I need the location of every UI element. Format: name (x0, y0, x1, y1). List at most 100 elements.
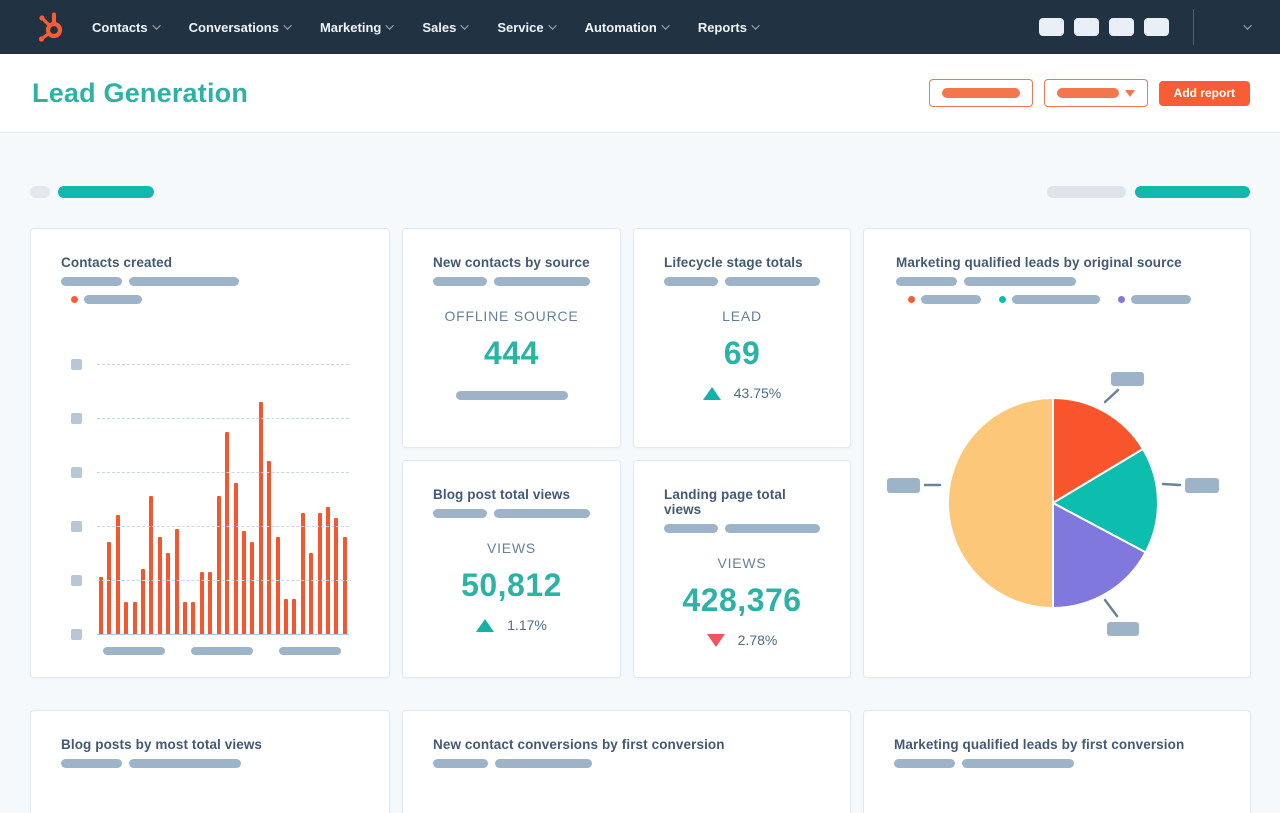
card-mql-by-first-conversion[interactable]: Marketing qualified leads by first conve… (863, 710, 1251, 813)
header-action-button[interactable] (928, 79, 1033, 107)
account-chevron-down-icon[interactable] (1243, 21, 1252, 30)
header-dropdown-button[interactable] (1043, 79, 1148, 107)
bar (208, 571, 213, 634)
card-blog-post-total-views[interactable]: Blog post total views VIEWS 50,812 1.17% (402, 460, 621, 678)
nav-item-label: Service (497, 19, 544, 35)
bar (149, 496, 154, 634)
card-landing-page-total-views[interactable]: Landing page total views VIEWS 428,376 2… (633, 460, 851, 678)
gridline (97, 526, 349, 527)
callout-label-placeholder (1107, 622, 1139, 636)
card-new-contact-conversions[interactable]: New contact conversions by first convers… (402, 710, 851, 813)
sprocket-ring (45, 21, 63, 39)
nav-action-placeholder[interactable] (1144, 18, 1169, 36)
placeholder-bar (61, 277, 122, 286)
delta-value: 1.17% (507, 617, 547, 633)
filter-pill-active[interactable] (1135, 186, 1250, 198)
sprocket-spoke (41, 32, 51, 40)
gridline (97, 580, 349, 581)
nav-item-reports[interactable]: Reports (698, 20, 760, 35)
placeholder-bar (433, 277, 488, 286)
delta-value: 43.75% (733, 385, 782, 401)
y-axis-tick-placeholder (71, 521, 82, 532)
placeholder-bar (724, 277, 820, 286)
card-subtitle-placeholders (896, 277, 1218, 286)
callout-line (1161, 482, 1182, 487)
y-axis-tick-placeholder (71, 575, 82, 586)
metric-label: OFFLINE SOURCE (444, 308, 579, 324)
dashboard-content: Contacts created New contacts by source (0, 133, 1280, 813)
bar (191, 601, 196, 634)
pie-chart-svg (887, 372, 1219, 636)
nav-item-label: Contacts (92, 19, 148, 35)
bar (292, 598, 297, 634)
placeholder-bar (964, 277, 1076, 286)
nav-item-sales[interactable]: Sales (422, 20, 470, 35)
bar (132, 601, 137, 634)
filter-pill[interactable] (1047, 186, 1126, 198)
chevron-down-icon (385, 21, 395, 30)
header-actions: Add report (928, 79, 1250, 107)
gridline (97, 418, 349, 419)
card-new-contacts-by-source[interactable]: New contacts by source OFFLINE SOURCE 44… (402, 228, 621, 448)
y-axis-tick-placeholder (71, 413, 82, 424)
metric-value: 428,376 (682, 582, 802, 618)
placeholder-bar (494, 509, 590, 518)
card-subtitle-placeholders (61, 759, 359, 768)
bar (275, 536, 280, 634)
nav-item-contacts[interactable]: Contacts (92, 20, 161, 35)
pie-slice-orange (1052, 397, 1144, 504)
bar (325, 507, 330, 634)
bar (233, 482, 238, 634)
gridline (97, 472, 349, 473)
gridline (97, 634, 349, 635)
y-axis-tick-placeholder (71, 467, 82, 478)
nav-action-placeholder[interactable] (1039, 18, 1064, 36)
nav-item-service[interactable]: Service (497, 19, 557, 35)
callout-label-placeholder (887, 478, 920, 493)
filter-pill-active[interactable] (58, 186, 154, 198)
bar (317, 512, 322, 634)
button-label-placeholder (941, 88, 1020, 98)
card-blog-posts-by-most-total-views[interactable]: Blog posts by most total views (30, 710, 390, 813)
metric-delta: 2.78% (664, 632, 820, 648)
delta-down-icon (706, 633, 725, 647)
sprocket-spoke (42, 18, 51, 27)
chart-legend[interactable] (71, 295, 359, 304)
card-mql-by-original-source[interactable]: Marketing qualified leads by original so… (863, 228, 1251, 678)
nav-item-conversations[interactable]: Conversations (189, 20, 292, 35)
chevron-down-icon (661, 21, 670, 30)
callout-label-placeholder (1185, 478, 1219, 493)
sprocket-node (38, 36, 45, 42)
metric-label: VIEWS (486, 540, 537, 556)
report-cards-bottom-row: Blog posts by most total views New conta… (30, 710, 1251, 813)
bar (225, 431, 230, 634)
nav-actions (1039, 9, 1252, 45)
nav-action-placeholder[interactable] (1109, 18, 1134, 36)
nav-action-placeholder[interactable] (1074, 18, 1099, 36)
placeholder-bar (129, 759, 241, 768)
metric-delta: 1.17% (433, 617, 590, 633)
delta-value: 2.78% (737, 632, 778, 648)
bar-chart-bars (99, 364, 347, 634)
bar (258, 401, 263, 634)
card-contacts-created[interactable]: Contacts created (30, 228, 390, 678)
filter-pill-small[interactable] (30, 186, 50, 198)
legend-dot-purple (1118, 296, 1125, 303)
chevron-down-icon (751, 21, 760, 30)
legend-label-placeholder (1012, 295, 1100, 304)
card-subtitle-placeholders (61, 277, 359, 286)
chevron-down-icon (460, 21, 470, 30)
card-lifecycle-stage-totals[interactable]: Lifecycle stage totals LEAD 69 43.75% (633, 228, 851, 448)
placeholder-bar (894, 759, 955, 768)
nav-item-marketing[interactable]: Marketing (320, 20, 395, 35)
hubspot-logo-icon[interactable] (34, 11, 66, 43)
placeholder-bar (495, 759, 592, 768)
add-report-button[interactable]: Add report (1158, 80, 1250, 106)
button-label-placeholder (1056, 88, 1119, 98)
placeholder-bar (494, 277, 590, 286)
card-title: New contacts by source (433, 255, 590, 270)
pie-legend[interactable] (908, 295, 1218, 304)
nav-item-automation[interactable]: Automation (585, 20, 670, 35)
bar (300, 512, 305, 634)
x-axis-label-placeholder (191, 647, 253, 655)
